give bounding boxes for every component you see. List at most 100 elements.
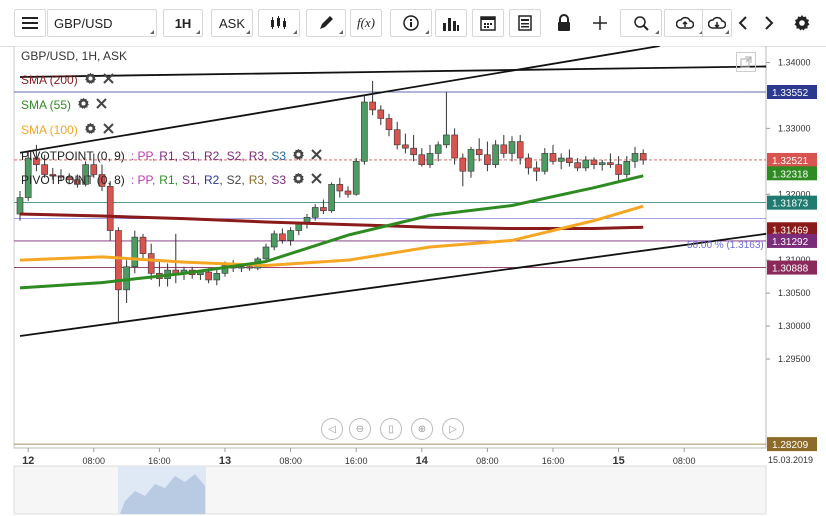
- caret-icon: [655, 30, 659, 34]
- close-icon[interactable]: [311, 173, 322, 187]
- candle-body: [74, 179, 81, 185]
- caret-icon: [699, 30, 703, 34]
- candle-body: [492, 144, 499, 165]
- candle-body: [484, 154, 491, 165]
- symbol-label: GBP/USD: [54, 15, 113, 31]
- pivot2-r3: R3,: [248, 173, 268, 187]
- nav-back-button[interactable]: ◁: [321, 418, 343, 440]
- close-icon[interactable]: [102, 123, 114, 137]
- candle-body: [574, 162, 581, 169]
- upload-button[interactable]: [664, 9, 706, 37]
- price-chart[interactable]: 1.34000 1.33000 1.32000 1.31000 1.30500 1.300…: [0, 46, 826, 516]
- candle-body: [451, 134, 458, 159]
- candle-body: [16, 197, 24, 215]
- scroll-left-button[interactable]: [732, 9, 754, 37]
- gear-icon[interactable]: [292, 148, 305, 164]
- pivot1-r1: R1,: [159, 149, 178, 163]
- gear-icon[interactable]: [84, 72, 97, 88]
- legend-sma200: SMA (200): [21, 71, 114, 89]
- chart-type-button[interactable]: [258, 9, 300, 37]
- price-type-button[interactable]: ASK: [211, 9, 253, 37]
- candle-body: [24, 157, 32, 198]
- navigator-preview: [120, 474, 205, 514]
- chevron-left-icon: [738, 16, 747, 30]
- close-icon[interactable]: [102, 73, 114, 87]
- y-tick-label: 1.30000: [778, 321, 811, 331]
- symbol-button[interactable]: GBP/USD: [47, 9, 157, 37]
- x-tick-label: 12: [22, 455, 34, 467]
- caret-icon: [293, 30, 297, 34]
- candle-body: [344, 190, 352, 195]
- candle-body: [590, 159, 598, 165]
- candle-body: [352, 161, 360, 195]
- menu-button[interactable]: [14, 9, 46, 37]
- timeframe-button[interactable]: 1H: [163, 9, 203, 37]
- calendar-button[interactable]: [472, 9, 504, 37]
- pivot2-r2: R2,: [203, 173, 223, 187]
- caret-icon: [150, 30, 154, 34]
- candle-body: [270, 233, 278, 248]
- candle-body: [98, 174, 106, 187]
- candle-body: [131, 236, 139, 268]
- candle-body: [139, 236, 147, 254]
- volume-button[interactable]: [435, 9, 467, 37]
- price-tag-label: 1.32521: [772, 156, 809, 167]
- candle-body: [541, 153, 549, 172]
- price-tag-label: 1.33552: [772, 88, 809, 99]
- candle-body: [361, 101, 368, 162]
- news-button[interactable]: [509, 9, 541, 37]
- reset-view-button[interactable]: ▯: [380, 418, 402, 440]
- nav-forward-button[interactable]: ▷: [442, 418, 464, 440]
- zoom-out-button[interactable]: ⊖: [349, 418, 371, 440]
- gear-icon[interactable]: [292, 172, 305, 188]
- legend-sma100: SMA (100): [21, 121, 114, 139]
- caret-icon: [425, 30, 429, 34]
- close-icon[interactable]: [96, 98, 107, 112]
- zoom-in-button[interactable]: ⊕: [411, 418, 433, 440]
- lock-button[interactable]: [549, 9, 579, 37]
- y-tick-label: 1.33000: [778, 123, 811, 133]
- candle-body: [82, 164, 89, 185]
- hamburger-icon: [22, 17, 38, 29]
- crosshair-icon: [593, 16, 607, 30]
- candle-body: [566, 157, 573, 163]
- candle-body: [516, 141, 524, 159]
- candle-body: [320, 207, 327, 212]
- caret-icon: [196, 30, 200, 34]
- info-button[interactable]: [390, 9, 432, 37]
- y-tick-label: 1.32000: [778, 189, 811, 199]
- candle-body: [65, 176, 73, 181]
- x-tick-label: 08:00: [476, 456, 499, 466]
- plot-area: [13, 46, 767, 449]
- external-window-icon: [740, 56, 752, 68]
- close-icon[interactable]: [311, 149, 322, 163]
- scroll-right-button[interactable]: [758, 9, 780, 37]
- reset-icon: ▯: [388, 423, 394, 435]
- x-tick-label: 15: [612, 455, 624, 467]
- pencil-icon: [320, 16, 333, 29]
- candle-body: [582, 159, 590, 169]
- download-button[interactable]: [702, 9, 732, 37]
- fx-label: f(x): [356, 15, 376, 30]
- candle-body: [33, 157, 40, 165]
- price-tag-label: 1.31873: [772, 199, 809, 210]
- sma100-label: SMA (100): [21, 123, 78, 137]
- sma200-label: SMA (200): [21, 73, 78, 87]
- x-tick-label: 16:00: [345, 456, 368, 466]
- zoom-button[interactable]: [620, 9, 662, 37]
- draw-button[interactable]: [306, 9, 346, 37]
- gear-icon[interactable]: [77, 97, 90, 113]
- pivot1-s2: S2,: [226, 149, 245, 163]
- candle-body: [213, 273, 221, 281]
- candle-body: [246, 266, 253, 269]
- indicators-button[interactable]: f(x): [350, 9, 382, 37]
- candle-body: [615, 164, 622, 175]
- gear-icon[interactable]: [84, 122, 97, 138]
- detach-button[interactable]: [736, 52, 756, 72]
- candle-body: [402, 144, 409, 149]
- candle-body: [434, 144, 442, 154]
- price-tag: [767, 437, 817, 452]
- crosshair-button[interactable]: [585, 9, 615, 37]
- candle-body: [475, 149, 483, 156]
- settings-button[interactable]: [788, 9, 816, 37]
